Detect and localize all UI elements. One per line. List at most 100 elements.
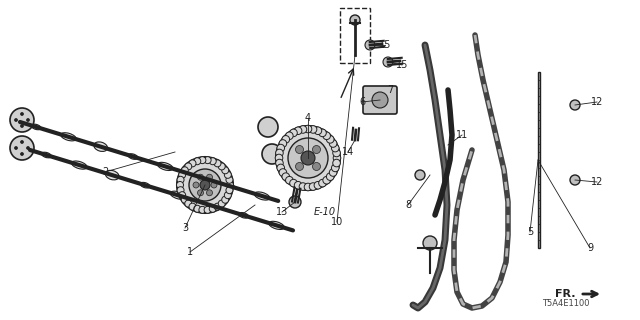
Circle shape — [279, 140, 287, 147]
Circle shape — [26, 147, 29, 149]
Ellipse shape — [191, 172, 204, 181]
Circle shape — [177, 181, 184, 188]
Circle shape — [570, 100, 580, 110]
Circle shape — [279, 169, 287, 176]
Circle shape — [314, 127, 322, 134]
Circle shape — [209, 158, 216, 165]
Ellipse shape — [42, 152, 51, 158]
Circle shape — [309, 183, 317, 190]
Circle shape — [204, 156, 211, 164]
Circle shape — [20, 124, 24, 127]
Polygon shape — [538, 72, 540, 248]
Circle shape — [262, 144, 282, 164]
Text: E-10: E-10 — [314, 207, 336, 217]
Circle shape — [209, 205, 216, 212]
Circle shape — [276, 149, 284, 157]
Circle shape — [330, 140, 337, 147]
Circle shape — [204, 206, 211, 213]
Circle shape — [294, 181, 302, 189]
Circle shape — [290, 129, 298, 137]
Circle shape — [299, 183, 307, 190]
Circle shape — [304, 125, 312, 133]
Circle shape — [226, 187, 233, 194]
Circle shape — [198, 174, 204, 180]
Circle shape — [276, 126, 340, 190]
Ellipse shape — [94, 142, 108, 151]
Circle shape — [350, 15, 360, 25]
Text: 8: 8 — [405, 200, 411, 210]
Text: FR.: FR. — [554, 289, 575, 299]
Circle shape — [177, 176, 184, 183]
Circle shape — [301, 151, 315, 165]
Text: T5A4E1100: T5A4E1100 — [543, 299, 590, 308]
Circle shape — [199, 206, 206, 213]
Circle shape — [285, 176, 293, 184]
Ellipse shape — [225, 183, 235, 189]
Text: 7: 7 — [387, 85, 393, 95]
Circle shape — [177, 187, 184, 194]
Circle shape — [309, 126, 317, 133]
Text: 15: 15 — [379, 40, 391, 50]
Circle shape — [207, 190, 212, 196]
Circle shape — [570, 175, 580, 185]
Circle shape — [181, 196, 188, 203]
Circle shape — [288, 138, 328, 178]
Circle shape — [323, 176, 330, 184]
Ellipse shape — [72, 161, 87, 169]
Circle shape — [179, 192, 186, 199]
Circle shape — [326, 136, 334, 143]
Circle shape — [15, 118, 17, 122]
Circle shape — [383, 57, 393, 67]
Text: 5: 5 — [527, 227, 533, 237]
Circle shape — [323, 132, 330, 140]
Circle shape — [200, 180, 210, 190]
Circle shape — [282, 173, 289, 180]
Text: 6: 6 — [359, 97, 365, 107]
Circle shape — [199, 156, 206, 164]
Circle shape — [372, 92, 388, 108]
Circle shape — [189, 160, 196, 167]
Circle shape — [15, 147, 17, 149]
Circle shape — [189, 169, 221, 201]
Circle shape — [185, 200, 192, 207]
Circle shape — [214, 203, 221, 210]
Ellipse shape — [106, 170, 119, 180]
Ellipse shape — [170, 191, 186, 199]
Circle shape — [211, 182, 217, 188]
Circle shape — [26, 118, 29, 122]
Circle shape — [423, 236, 437, 250]
Circle shape — [314, 181, 322, 189]
Circle shape — [319, 129, 326, 137]
Circle shape — [290, 179, 298, 187]
Circle shape — [177, 157, 233, 213]
Circle shape — [218, 163, 225, 170]
Circle shape — [226, 176, 233, 183]
Text: 14: 14 — [342, 147, 354, 157]
Circle shape — [326, 173, 334, 180]
Circle shape — [333, 159, 340, 167]
Circle shape — [189, 203, 196, 210]
Circle shape — [333, 154, 341, 162]
Circle shape — [415, 170, 425, 180]
Ellipse shape — [140, 182, 150, 188]
Circle shape — [185, 163, 192, 170]
Text: 2: 2 — [102, 167, 108, 177]
Circle shape — [10, 136, 34, 160]
Text: 12: 12 — [591, 97, 603, 107]
Ellipse shape — [269, 221, 284, 229]
Circle shape — [296, 146, 303, 154]
Circle shape — [312, 146, 321, 154]
Ellipse shape — [254, 192, 270, 200]
Circle shape — [332, 144, 339, 152]
Circle shape — [214, 160, 221, 167]
Text: 12: 12 — [591, 177, 603, 187]
Text: 13: 13 — [276, 207, 288, 217]
Circle shape — [365, 40, 375, 50]
Circle shape — [276, 159, 284, 167]
Text: 4: 4 — [305, 113, 311, 123]
Circle shape — [277, 144, 285, 152]
Circle shape — [194, 205, 201, 212]
Ellipse shape — [157, 162, 173, 171]
Text: 11: 11 — [456, 130, 468, 140]
Circle shape — [333, 149, 340, 157]
